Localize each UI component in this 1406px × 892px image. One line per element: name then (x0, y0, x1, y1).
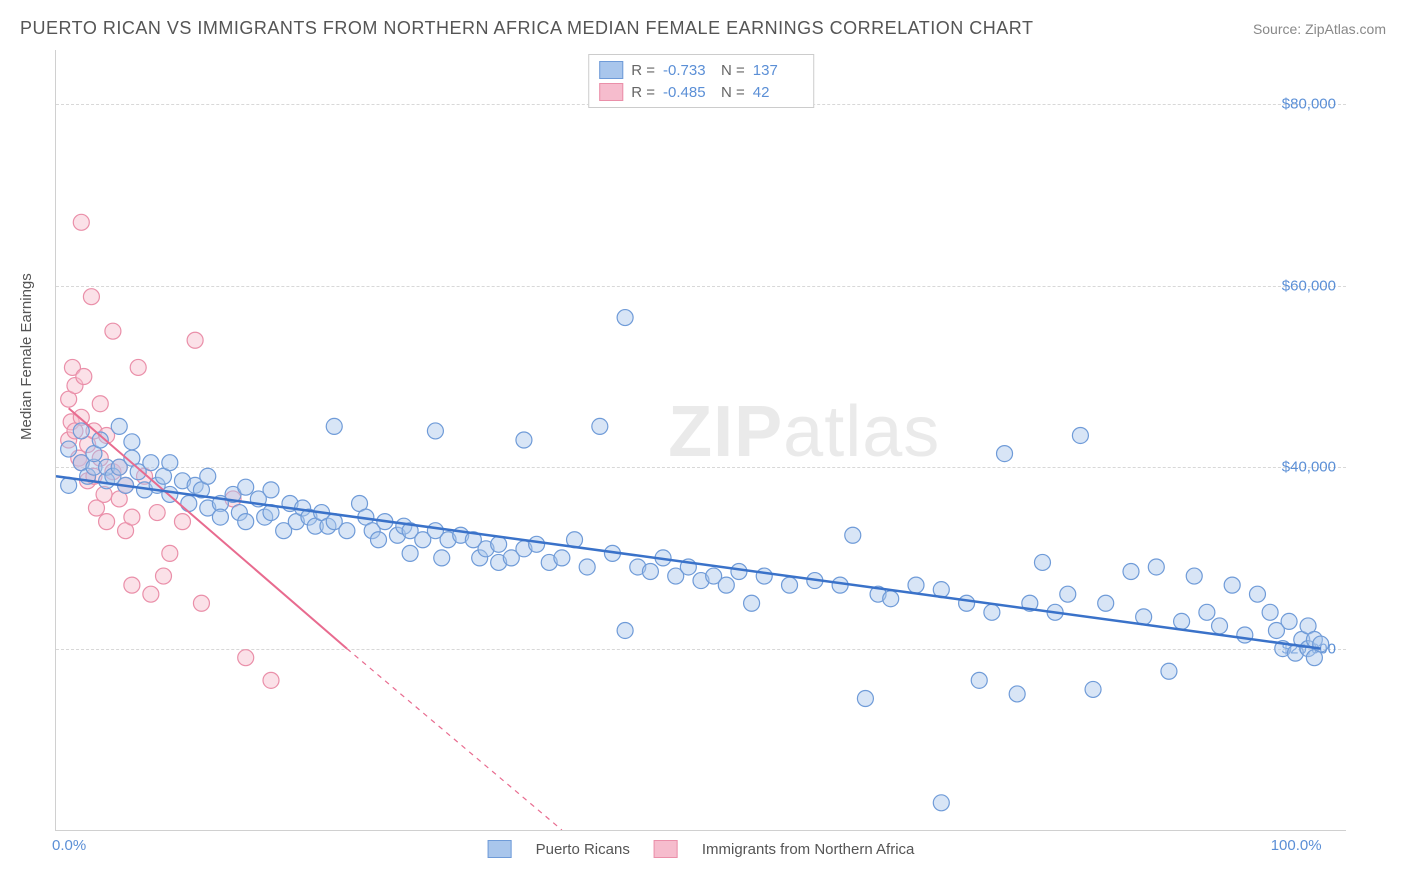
scatter-point (187, 332, 203, 348)
scatter-point (143, 455, 159, 471)
scatter-point (1237, 627, 1253, 643)
scatter-point (92, 396, 108, 412)
scatter-point (212, 509, 228, 525)
scatter-point (933, 795, 949, 811)
scatter-point (1060, 586, 1076, 602)
series2-swatch (599, 83, 623, 101)
scatter-point (111, 418, 127, 434)
scatter-point (181, 495, 197, 511)
legend-label-2: Immigrants from Northern Africa (702, 841, 915, 858)
scatter-point (200, 468, 216, 484)
scatter-point (162, 545, 178, 561)
scatter-point (1034, 554, 1050, 570)
scatter-svg (56, 50, 1346, 830)
scatter-point (731, 564, 747, 580)
scatter-point (1186, 568, 1202, 584)
scatter-point (339, 523, 355, 539)
scatter-point (61, 441, 77, 457)
y-axis-label: Median Female Earnings (18, 273, 35, 440)
x-tick-label: 0.0% (52, 837, 86, 854)
scatter-point (554, 550, 570, 566)
scatter-point (1009, 686, 1025, 702)
scatter-point (617, 310, 633, 326)
scatter-point (744, 595, 760, 611)
scatter-point (124, 509, 140, 525)
scatter-point (238, 479, 254, 495)
scatter-point (83, 289, 99, 305)
scatter-point (238, 514, 254, 530)
scatter-point (105, 323, 121, 339)
scatter-point (427, 423, 443, 439)
scatter-point (756, 568, 772, 584)
scatter-point (1148, 559, 1164, 575)
scatter-point (1123, 564, 1139, 580)
scatter-point (434, 550, 450, 566)
scatter-point (73, 214, 89, 230)
scatter-point (857, 690, 873, 706)
scatter-point (908, 577, 924, 593)
series1-swatch (599, 61, 623, 79)
scatter-point (124, 434, 140, 450)
scatter-point (1224, 577, 1240, 593)
legend-swatch-1 (488, 840, 512, 858)
scatter-point (529, 536, 545, 552)
scatter-point (579, 559, 595, 575)
scatter-point (617, 622, 633, 638)
scatter-point (1249, 586, 1265, 602)
scatter-point (1262, 604, 1278, 620)
scatter-point (124, 577, 140, 593)
scatter-point (263, 482, 279, 498)
scatter-point (326, 418, 342, 434)
scatter-point (156, 568, 172, 584)
scatter-point (76, 369, 92, 385)
scatter-point (984, 604, 1000, 620)
scatter-point (99, 514, 115, 530)
scatter-point (174, 514, 190, 530)
scatter-point (883, 591, 899, 607)
correlation-stats-box: R = -0.733 N = 137 R = -0.485 N = 42 (588, 54, 814, 108)
scatter-point (1313, 636, 1329, 652)
scatter-point (718, 577, 734, 593)
scatter-point (971, 672, 987, 688)
scatter-point (1161, 663, 1177, 679)
scatter-point (959, 595, 975, 611)
scatter-point (1212, 618, 1228, 634)
legend-label-1: Puerto Ricans (536, 841, 630, 858)
chart-plot-area: ZIPatlas $20,000$40,000$60,000$80,000 0.… (55, 50, 1346, 831)
scatter-point (162, 455, 178, 471)
scatter-point (997, 446, 1013, 462)
scatter-point (1174, 613, 1190, 629)
chart-title: PUERTO RICAN VS IMMIGRANTS FROM NORTHERN… (20, 18, 1033, 39)
scatter-point (402, 545, 418, 561)
bottom-legend: Puerto Ricans Immigrants from Northern A… (488, 840, 915, 858)
source-label: Source: ZipAtlas.com (1253, 21, 1386, 37)
scatter-point (782, 577, 798, 593)
regression-line (347, 649, 562, 830)
scatter-point (238, 650, 254, 666)
scatter-point (1098, 595, 1114, 611)
scatter-point (1199, 604, 1215, 620)
scatter-point (1085, 681, 1101, 697)
scatter-point (263, 672, 279, 688)
scatter-point (592, 418, 608, 434)
scatter-point (491, 536, 507, 552)
scatter-point (642, 564, 658, 580)
legend-swatch-2 (654, 840, 678, 858)
scatter-point (149, 505, 165, 521)
scatter-point (143, 586, 159, 602)
x-tick-label: 100.0% (1271, 837, 1322, 854)
scatter-point (193, 595, 209, 611)
scatter-point (1072, 427, 1088, 443)
scatter-point (1281, 613, 1297, 629)
scatter-point (516, 432, 532, 448)
scatter-point (130, 359, 146, 375)
scatter-point (845, 527, 861, 543)
scatter-point (371, 532, 387, 548)
